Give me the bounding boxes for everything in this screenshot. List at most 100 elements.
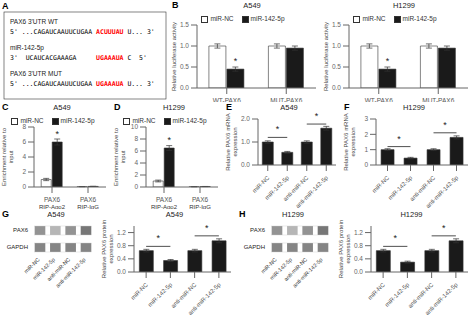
- svg-text:0.0: 0.0: [332, 84, 341, 91]
- svg-text:PAX6 3'UTR MUT: PAX6 3'UTR MUT: [10, 70, 62, 77]
- svg-text:PAX6: PAX6: [250, 227, 266, 233]
- svg-text:*: *: [276, 124, 280, 134]
- svg-text:*: *: [205, 223, 209, 233]
- svg-text:6: 6: [22, 138, 26, 145]
- svg-text:*: *: [156, 233, 160, 243]
- svg-text:5' ...CAGAUCAAUUCUGAA: 5' ...CAGAUCAAUUCUGAA: [10, 80, 92, 88]
- svg-text:5' ...CAGAUCAAUUCUGAA: 5' ...CAGAUCAAUUCUGAA: [10, 28, 92, 36]
- svg-text:0.0: 0.0: [180, 84, 189, 91]
- svg-text:0: 0: [134, 183, 138, 190]
- svg-text:RIP-IgG: RIP-IgG: [189, 204, 211, 209]
- svg-text:miR-NC: miR-NC: [251, 174, 271, 194]
- svg-text:GAPDH: GAPDH: [244, 244, 265, 250]
- svg-text:anti-miR-142-5p: anti-miR-142-5p: [55, 256, 87, 288]
- svg-text:0.5: 0.5: [332, 63, 341, 70]
- svg-text:anti-miR-NC: anti-miR-NC: [45, 256, 72, 283]
- svg-text:0.8: 0.8: [117, 242, 126, 249]
- svg-text:GAPDH: GAPDH: [8, 244, 28, 250]
- svg-text:A: A: [8, 1, 9, 11]
- svg-text:1.2: 1.2: [354, 229, 363, 236]
- svg-text:anti-miR-NC: anti-miR-NC: [282, 174, 310, 203]
- svg-text:1.0: 1.0: [180, 42, 189, 49]
- svg-text:anti-miR-142-5p: anti-miR-142-5p: [425, 174, 460, 209]
- svg-text:*: *: [393, 233, 397, 243]
- svg-text:Relative luciferase activity: Relative luciferase activity: [323, 22, 329, 91]
- svg-text:*: *: [386, 56, 390, 66]
- svg-text:0.0: 0.0: [354, 268, 363, 275]
- svg-text:anti-miR-142-5p: anti-miR-142-5p: [187, 281, 222, 316]
- svg-text:PAX6: PAX6: [80, 196, 97, 203]
- svg-text:Relative PAX6 mRNAexpression: Relative PAX6 mRNAexpression: [225, 113, 238, 171]
- svg-text:8: 8: [22, 123, 26, 130]
- svg-text:1.5: 1.5: [180, 21, 189, 28]
- svg-text:Enrichment relative toinput: Enrichment relative toinput: [113, 127, 126, 186]
- svg-text:Relative luciferase activity: Relative luciferase activity: [171, 22, 177, 91]
- svg-text:RIP-Ago2: RIP-Ago2: [39, 204, 66, 209]
- svg-text:1.0: 1.0: [241, 138, 250, 145]
- svg-text:PAX6 3'UTR WT: PAX6 3'UTR WT: [10, 18, 58, 25]
- svg-text:0: 0: [364, 161, 368, 168]
- svg-text:miR-NC: miR-NC: [130, 281, 150, 301]
- svg-text:4: 4: [22, 153, 26, 160]
- svg-text:*: *: [397, 134, 401, 144]
- svg-text:0: 0: [22, 183, 26, 190]
- svg-text:1.0: 1.0: [332, 42, 341, 49]
- svg-text:C 5': C 5': [127, 54, 147, 62]
- svg-text:anti-miR-NC: anti-miR-NC: [408, 174, 437, 203]
- svg-text:miR-142-5p: miR-142-5p: [10, 44, 44, 52]
- svg-text:3: 3: [364, 115, 368, 122]
- svg-text:2: 2: [364, 131, 368, 138]
- svg-text:3' UCAUCACGAAAGA: 3' UCAUCACGAAAGA: [10, 54, 77, 62]
- svg-text:UGAAAUA: UGAAAUA: [96, 54, 123, 62]
- svg-text:MUT-PAX6: MUT-PAX6: [270, 97, 302, 102]
- svg-text:0.5: 0.5: [180, 63, 189, 70]
- svg-text:Relative PAX6 mRNAexpression: Relative PAX6 mRNAexpression: [343, 113, 356, 171]
- svg-text:PAX6: PAX6: [192, 196, 209, 203]
- svg-text:miR-142-5p: miR-142-5p: [263, 174, 291, 201]
- svg-text:1: 1: [364, 146, 368, 153]
- svg-text:anti-miR-142-5p: anti-miR-142-5p: [292, 256, 324, 288]
- svg-text:Enrichment relative toinput: Enrichment relative toinput: [8, 127, 14, 186]
- svg-text:anti-miR-NC: anti-miR-NC: [406, 281, 435, 310]
- svg-text:*: *: [442, 223, 446, 233]
- svg-text:1.5: 1.5: [332, 21, 341, 28]
- svg-text:anti-miR-142-5p: anti-miR-142-5p: [424, 281, 459, 316]
- svg-text:PAX6: PAX6: [44, 196, 61, 203]
- svg-text:4: 4: [134, 159, 138, 166]
- svg-text:RIP-Ago2: RIP-Ago2: [151, 204, 178, 209]
- svg-text:UGAAAUA: UGAAAUA: [96, 80, 123, 88]
- svg-text:miR-NC: miR-NC: [367, 281, 387, 301]
- svg-text:anti-miR-NC: anti-miR-NC: [169, 281, 198, 310]
- svg-text:Relative PAX6 proteinexpressio: Relative PAX6 proteinexpression: [338, 220, 351, 278]
- svg-text:*: *: [443, 120, 447, 130]
- svg-text:RIP-IgG: RIP-IgG: [77, 204, 99, 209]
- svg-text:0.4: 0.4: [354, 255, 363, 262]
- svg-text:0.0: 0.0: [117, 268, 126, 275]
- svg-text:6: 6: [134, 147, 138, 154]
- svg-text:U... 3': U... 3': [127, 28, 154, 36]
- svg-text:miR-NC: miR-NC: [371, 174, 391, 194]
- svg-text:ACUUUAU: ACUUUAU: [96, 28, 123, 36]
- svg-text:*: *: [167, 135, 171, 145]
- svg-text:*: *: [55, 129, 59, 139]
- svg-text:MUT-PAX6: MUT-PAX6: [422, 97, 454, 102]
- svg-text:8: 8: [134, 135, 138, 142]
- svg-text:U... 3': U... 3': [127, 80, 154, 88]
- svg-text:WT-PAX6: WT-PAX6: [213, 97, 241, 102]
- svg-text:PAX6: PAX6: [156, 196, 173, 203]
- svg-text:anti-miR-142-5p: anti-miR-142-5p: [294, 174, 329, 209]
- svg-text:2: 2: [134, 171, 138, 178]
- svg-text:10: 10: [131, 123, 139, 130]
- svg-text:0.0: 0.0: [241, 161, 250, 168]
- svg-text:2: 2: [22, 168, 26, 175]
- svg-text:WT-PAX6: WT-PAX6: [365, 97, 393, 102]
- svg-text:0.4: 0.4: [117, 255, 126, 262]
- svg-text:1.2: 1.2: [117, 229, 126, 236]
- svg-text:miR-142-5p: miR-142-5p: [386, 174, 414, 201]
- svg-text:*: *: [234, 56, 238, 66]
- svg-text:PAX6: PAX6: [13, 227, 29, 233]
- svg-text:Relative PAX6 proteinexpressio: Relative PAX6 proteinexpression: [101, 220, 114, 278]
- svg-text:0.8: 0.8: [354, 242, 363, 249]
- svg-text:2.0: 2.0: [241, 115, 250, 122]
- svg-text:*: *: [315, 113, 319, 121]
